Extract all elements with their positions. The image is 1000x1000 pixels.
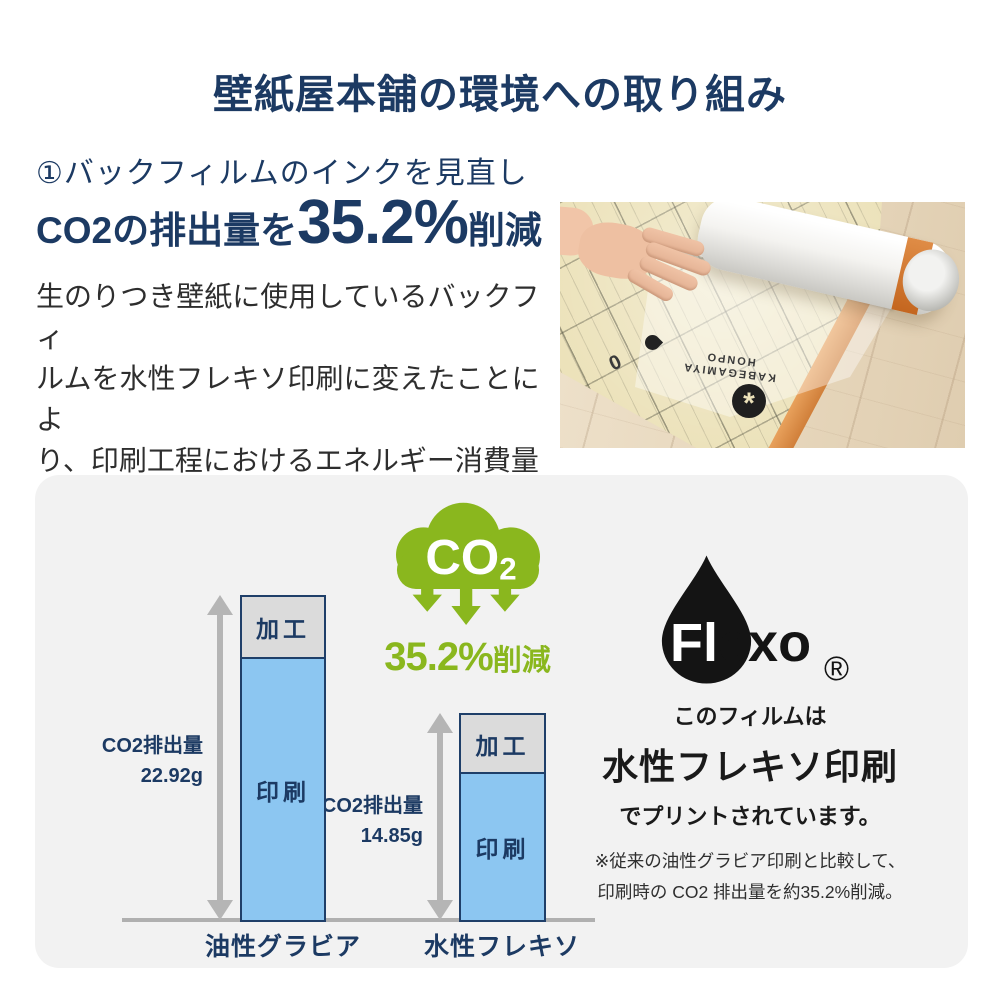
statement-line3: でプリントされています。 xyxy=(619,804,881,829)
arrow-gravure-up-icon xyxy=(207,595,233,615)
co2-reduction-badge: CO 2 35.2%削減 xyxy=(375,498,560,680)
category-label-flexo: 水性フレキソ xyxy=(423,933,580,961)
registered-mark: ® xyxy=(824,650,850,688)
category-label-gravure: 油性グラビア xyxy=(204,933,361,961)
bar-flexo: 加工 印刷 xyxy=(459,713,546,922)
reduction-caption: 35.2%削減 xyxy=(375,635,560,680)
bar-flexo-printing-segment: 印刷 xyxy=(461,774,544,920)
co2-cloud-icon: CO 2 xyxy=(395,502,540,625)
bar-flexo-processing-segment: 加工 xyxy=(461,715,544,774)
co2-claim-percent: 35.2% xyxy=(297,188,469,257)
statement-line2: 水性フレキソ印刷 xyxy=(601,746,898,787)
flexo-brand-text: Flexo xyxy=(670,616,811,670)
emission-value: 22.92g xyxy=(140,765,203,787)
body-line: り、印刷工程におけるエネルギー消費量 xyxy=(36,445,539,476)
product-photo: 0 20 KABEGAMIYA HONPO * xyxy=(560,202,965,448)
emission-label-gravure: CO2排出量 22.92g xyxy=(35,731,203,791)
arrow-flexo-up-icon xyxy=(427,713,453,733)
co2-claim-suffix: 削減 xyxy=(467,210,542,251)
cloud-gas-text: CO xyxy=(425,530,499,585)
body-line: ルムを水性フレキソ印刷に変えたことによ xyxy=(36,363,540,435)
emission-label-flexo: CO2排出量 14.85g xyxy=(275,791,423,851)
emission-value: 14.85g xyxy=(360,825,423,847)
body-line: 生のりつき壁紙に使用しているバックフィ xyxy=(36,281,540,353)
reduction-percent: 35.2% xyxy=(384,635,493,679)
emission-title: CO2排出量 xyxy=(321,795,423,817)
segment-label: 加工 xyxy=(256,616,310,642)
reduction-suffix: 削減 xyxy=(492,645,551,677)
flexo-droplet-icon xyxy=(661,555,752,684)
film-stamp-icon: * xyxy=(732,384,766,420)
flexo-brand-black: exo xyxy=(718,613,812,673)
infographic-panel: CO2排出量 22.92g CO2排出量 14.85g 加工 印刷 加工 印刷 … xyxy=(35,475,968,968)
statement-line1: このフィルムは xyxy=(673,704,827,729)
bar-gravure-printing-segment: 印刷 xyxy=(242,659,324,920)
bar-gravure-processing-segment: 加工 xyxy=(242,597,324,659)
arrow-flexo-down-icon xyxy=(427,900,453,920)
film-statement: このフィルムは 水性フレキソ印刷 でプリントされています。 ※従来の油性グラビア… xyxy=(555,699,945,904)
bar-gravure: 加工 印刷 xyxy=(240,595,326,922)
arrow-gravure-shaft xyxy=(217,613,223,902)
flexo-brand-white: Fl xyxy=(670,613,718,673)
chart-baseline xyxy=(122,918,595,922)
cloud-gas-subscript: 2 xyxy=(499,552,516,587)
arrow-flexo-shaft xyxy=(437,731,443,902)
segment-label: 印刷 xyxy=(475,836,530,862)
emission-title: CO2排出量 xyxy=(101,735,203,757)
section-heading: ①バックフィルムのインクを見直し xyxy=(36,157,528,190)
flexo-logo: Flexo ® xyxy=(620,550,950,695)
arrow-gravure-down-icon xyxy=(207,900,233,920)
statement-note2: 印刷時の CO2 排出量を約35.2%削減。 xyxy=(597,882,903,902)
statement-note1: ※従来の油性グラビア印刷と比較して、 xyxy=(594,851,906,871)
co2-claim-prefix: CO2の排出量を xyxy=(36,210,298,251)
segment-label: 印刷 xyxy=(256,778,310,805)
page-title: 壁紙屋本舗の環境への取り組み xyxy=(213,73,787,117)
co2-claim: CO2の排出量を 35.2% 削減 xyxy=(36,192,542,254)
segment-label: 加工 xyxy=(475,732,530,759)
